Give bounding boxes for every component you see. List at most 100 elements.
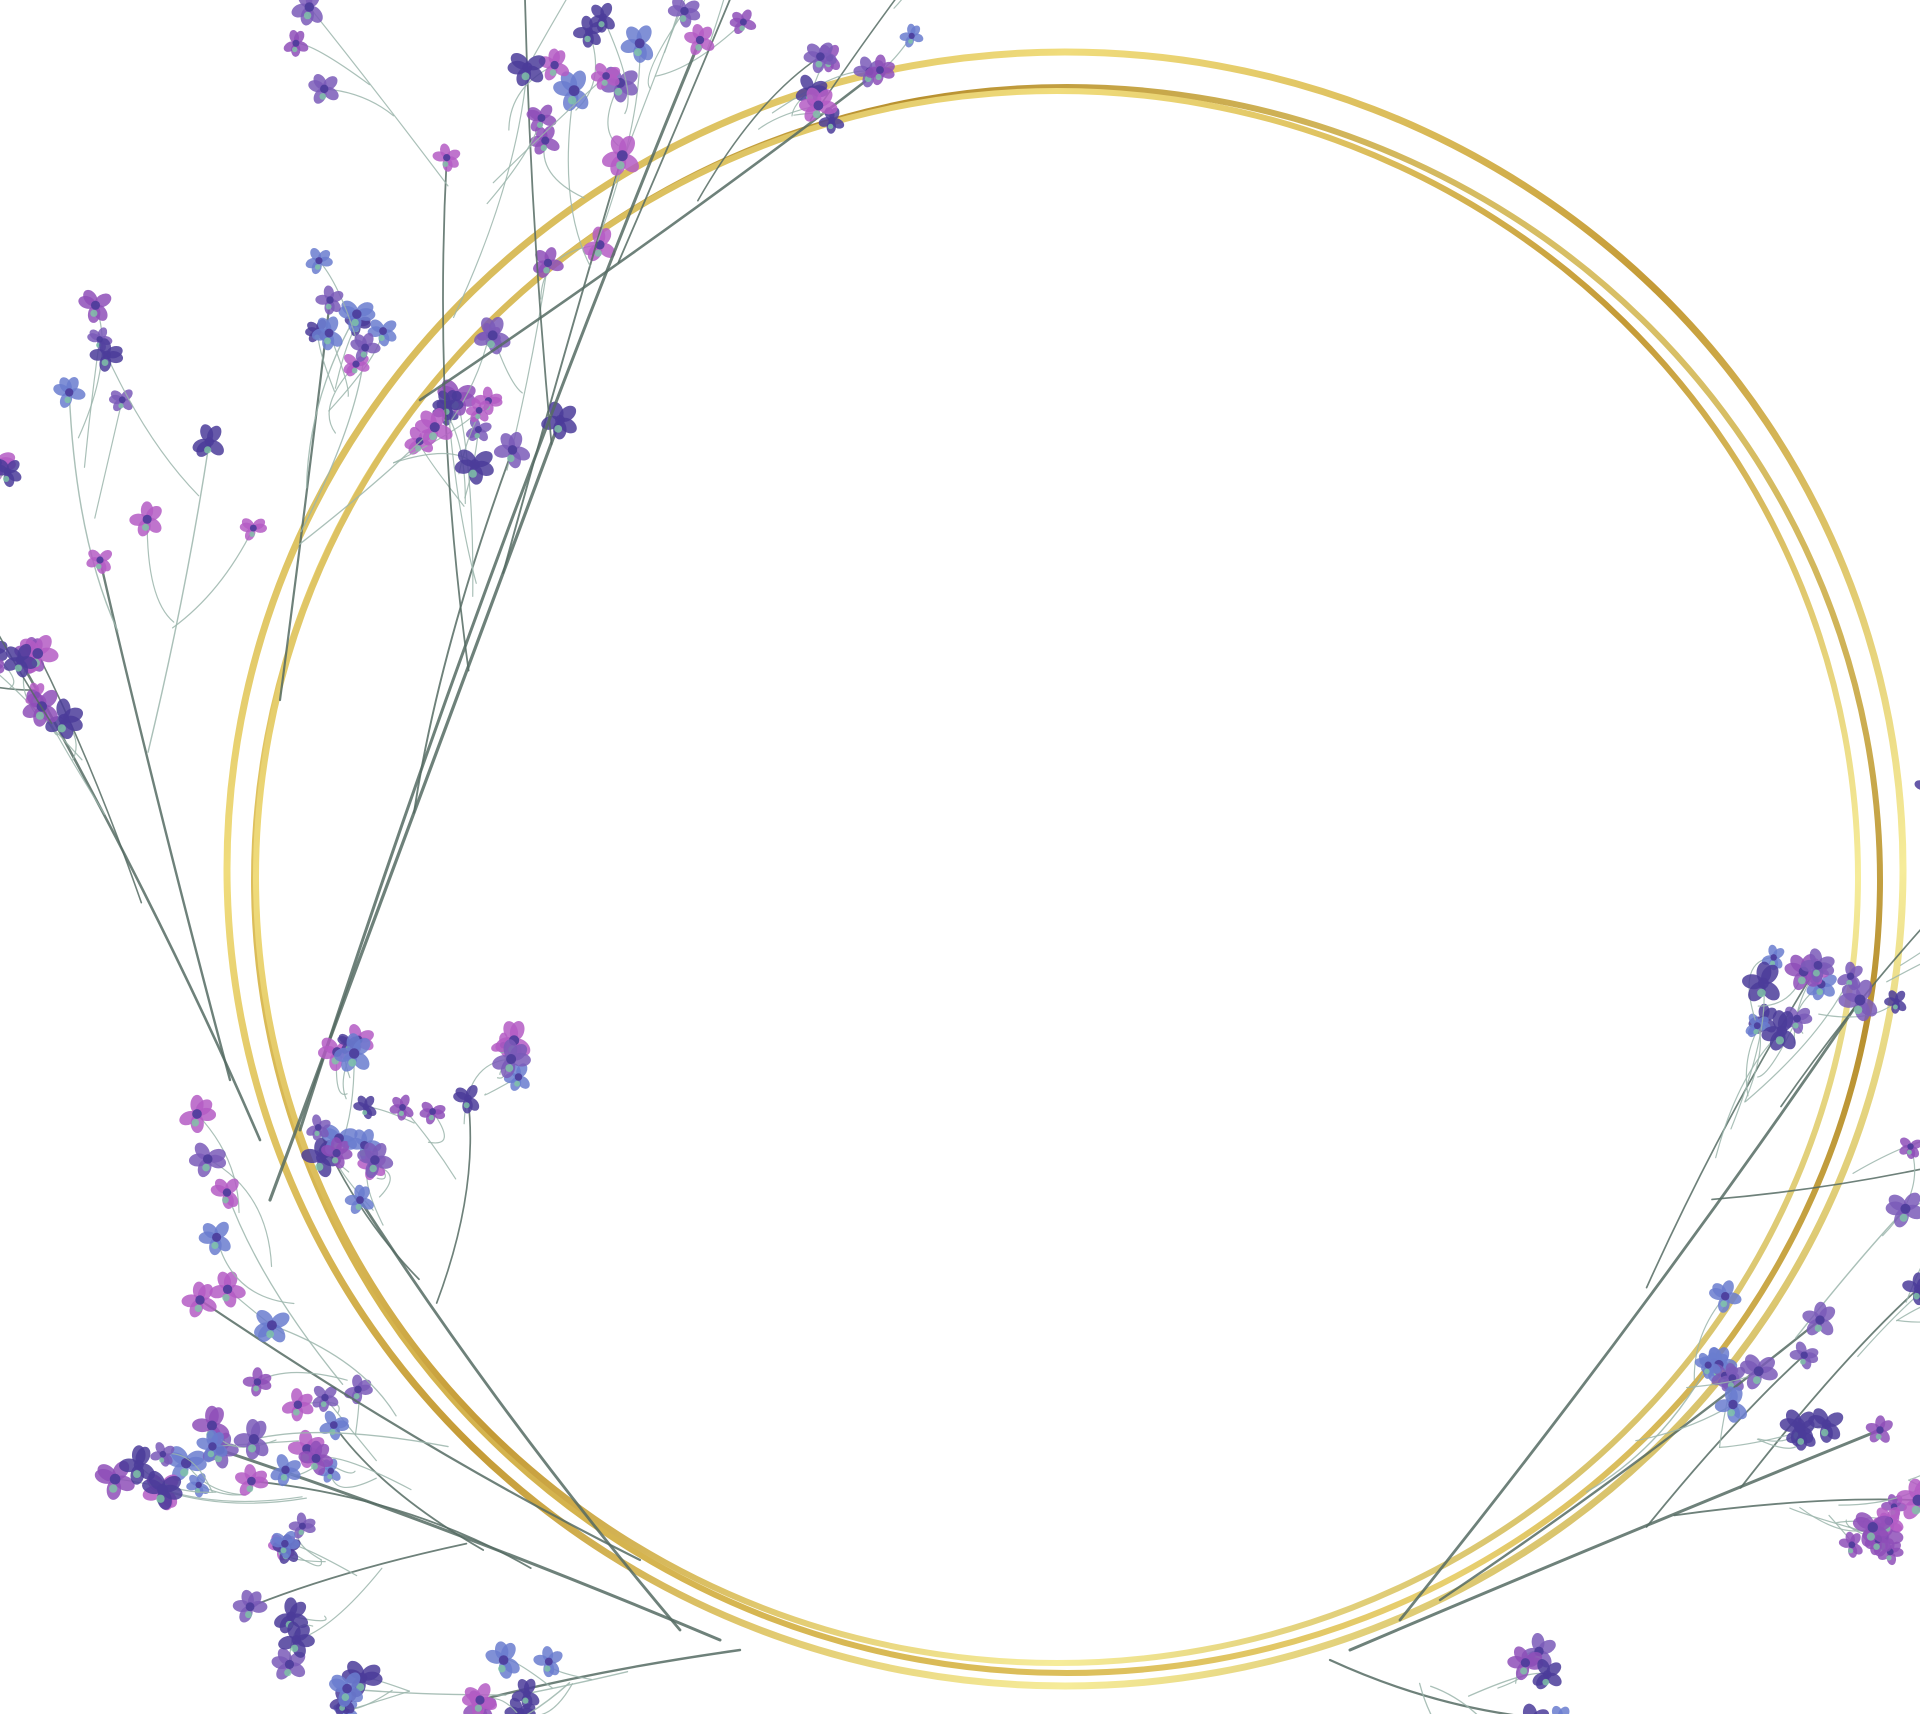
flower bbox=[281, 1388, 314, 1422]
flower bbox=[1714, 1386, 1747, 1423]
flower bbox=[1852, 1512, 1893, 1547]
flower bbox=[799, 87, 838, 122]
flower bbox=[1808, 1408, 1844, 1443]
flower bbox=[533, 247, 564, 278]
flower bbox=[729, 9, 757, 35]
flower bbox=[235, 1464, 269, 1496]
flower bbox=[485, 1641, 520, 1679]
flower bbox=[254, 1309, 290, 1343]
flower bbox=[667, 0, 701, 28]
flower bbox=[620, 25, 654, 63]
flower bbox=[233, 1418, 269, 1460]
flower bbox=[474, 316, 511, 355]
inner-gold-ring bbox=[253, 88, 1861, 1666]
flower bbox=[329, 1672, 363, 1708]
flower bbox=[0, 459, 22, 488]
flower bbox=[1800, 948, 1835, 983]
flower bbox=[1885, 1192, 1920, 1228]
flower bbox=[278, 1621, 315, 1658]
flower bbox=[166, 1446, 207, 1482]
flower bbox=[305, 247, 333, 275]
flower bbox=[315, 285, 344, 315]
flower bbox=[389, 1094, 414, 1121]
flower bbox=[1838, 979, 1878, 1022]
flower bbox=[338, 300, 376, 333]
flower bbox=[196, 1429, 228, 1463]
flower bbox=[1896, 1478, 1920, 1520]
flower bbox=[321, 1137, 353, 1169]
flower bbox=[334, 1033, 371, 1072]
flower bbox=[239, 518, 267, 541]
flower bbox=[108, 389, 133, 412]
lower-left-spray bbox=[94, 1020, 742, 1714]
flower bbox=[129, 501, 162, 537]
flower bbox=[306, 1114, 331, 1141]
flower bbox=[1902, 1272, 1920, 1306]
lower-right-spray bbox=[1328, 780, 1920, 1714]
flower bbox=[308, 74, 339, 104]
flower bbox=[533, 1646, 563, 1678]
flower bbox=[181, 1281, 217, 1318]
flower bbox=[432, 143, 461, 172]
flower bbox=[0, 659, 5, 674]
flower bbox=[1740, 1354, 1778, 1390]
upper-left-spray bbox=[0, 0, 924, 1202]
flower bbox=[142, 1470, 183, 1510]
flower bbox=[291, 0, 323, 26]
flower bbox=[1709, 1280, 1742, 1313]
flower bbox=[1522, 1703, 1550, 1714]
flower bbox=[419, 1101, 446, 1125]
flower bbox=[283, 30, 309, 57]
flower bbox=[210, 1178, 239, 1209]
flower bbox=[453, 1085, 480, 1114]
flower bbox=[344, 1184, 374, 1214]
flower bbox=[1551, 1705, 1570, 1714]
flower bbox=[1789, 1341, 1819, 1370]
flower bbox=[353, 1095, 377, 1120]
flower bbox=[274, 1597, 309, 1634]
flower bbox=[350, 332, 381, 362]
flower bbox=[22, 689, 58, 727]
flower bbox=[209, 1271, 246, 1308]
flower bbox=[803, 42, 837, 74]
flower bbox=[198, 1221, 231, 1256]
flower bbox=[94, 1460, 135, 1500]
flower bbox=[288, 1512, 316, 1539]
flower bbox=[1532, 1659, 1562, 1690]
flower bbox=[414, 408, 453, 446]
flower bbox=[188, 1142, 227, 1178]
flower bbox=[1884, 990, 1907, 1014]
flower bbox=[1802, 1301, 1836, 1336]
flower bbox=[3, 643, 38, 678]
flower bbox=[0, 640, 8, 662]
flower bbox=[1694, 1352, 1721, 1379]
flower bbox=[270, 1454, 301, 1487]
flower bbox=[1865, 1415, 1893, 1443]
flower bbox=[344, 1374, 373, 1405]
flower bbox=[298, 1440, 334, 1476]
flower bbox=[454, 449, 494, 485]
flower bbox=[45, 698, 84, 740]
flower bbox=[1914, 780, 1920, 791]
flower bbox=[684, 23, 715, 56]
flower bbox=[89, 338, 124, 372]
flower bbox=[78, 289, 112, 323]
flower bbox=[899, 23, 924, 48]
flower bbox=[507, 52, 546, 87]
flower bbox=[1742, 961, 1780, 1002]
flower bbox=[526, 104, 557, 132]
flower bbox=[179, 1094, 217, 1134]
flower bbox=[511, 1678, 540, 1710]
flower bbox=[1837, 961, 1863, 991]
flower bbox=[492, 1039, 531, 1079]
flower bbox=[319, 1410, 350, 1441]
flower bbox=[192, 424, 224, 457]
flower bbox=[1838, 1531, 1863, 1558]
flower bbox=[589, 2, 615, 33]
flower bbox=[150, 1442, 175, 1467]
flower bbox=[503, 1063, 530, 1091]
flower bbox=[538, 48, 570, 81]
flower bbox=[312, 1385, 339, 1412]
